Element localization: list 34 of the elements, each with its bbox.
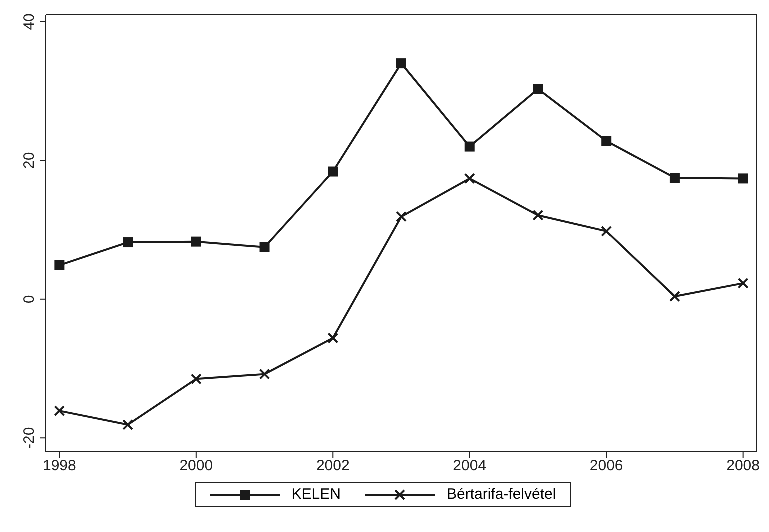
x-tick-label: 2002 [316, 458, 350, 475]
point [396, 211, 407, 222]
point [396, 58, 406, 69]
point [670, 173, 680, 184]
y-tick-label: 20 [21, 152, 38, 170]
point [532, 210, 544, 221]
y-tick-label: 40 [21, 14, 38, 30]
point [122, 419, 134, 430]
point [259, 368, 270, 380]
point [464, 142, 475, 152]
point [533, 84, 544, 94]
point [54, 406, 66, 417]
x-tick-label: 2006 [590, 458, 624, 475]
point [738, 278, 749, 289]
x-tick-label: 2000 [180, 458, 214, 475]
x-tick-label: 2008 [726, 458, 760, 475]
point [601, 226, 612, 237]
point [260, 242, 270, 252]
x-tick-label: 1998 [42, 458, 76, 475]
point [123, 238, 134, 248]
x-tick-label: 2004 [453, 458, 487, 475]
point [190, 374, 202, 385]
legend-label: KELEN [292, 486, 341, 503]
point [669, 291, 680, 302]
y-tick-label: 0 [21, 295, 38, 304]
legend-label: Bértarifa-felvétel [446, 486, 556, 503]
point [191, 236, 202, 247]
point [54, 260, 65, 270]
point [464, 173, 476, 184]
y-tick-label: -20 [21, 427, 38, 449]
point [738, 174, 748, 184]
point [328, 166, 338, 177]
point [328, 332, 339, 344]
point [602, 136, 612, 146]
